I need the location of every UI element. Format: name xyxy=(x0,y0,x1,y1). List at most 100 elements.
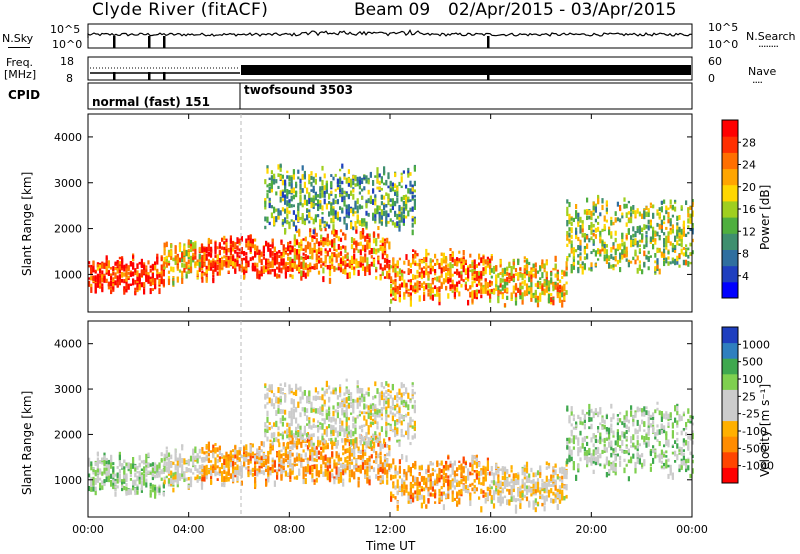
scatter-cell xyxy=(541,289,544,295)
scatter-cell xyxy=(330,212,333,216)
scatter-cell xyxy=(577,217,580,222)
scatter-cell xyxy=(592,201,595,206)
scatter-cell xyxy=(368,455,371,462)
scatter-cell xyxy=(238,238,241,244)
scatter-cell xyxy=(497,483,500,489)
scatter-cell xyxy=(434,269,437,274)
scatter-cell xyxy=(200,272,204,279)
scatter-cell xyxy=(321,165,324,171)
scatter-cell xyxy=(597,194,600,199)
scatter-cell xyxy=(290,177,293,184)
scatter-cell xyxy=(181,464,184,471)
scatter-cell xyxy=(200,267,204,270)
scatter-cell xyxy=(590,236,593,241)
scatter-cell xyxy=(260,460,263,467)
scatter-cell xyxy=(394,474,397,479)
scatter-cell xyxy=(240,471,243,478)
scatter-cell xyxy=(514,273,518,276)
scatter-cell xyxy=(599,212,602,217)
scatter-cell xyxy=(320,250,323,256)
scatter-cell xyxy=(298,468,301,475)
scatter-cell xyxy=(311,251,314,257)
scatter-cell xyxy=(451,470,454,475)
scatter-cell xyxy=(386,463,389,468)
scatter-cell xyxy=(194,249,197,255)
scatter-cell xyxy=(194,476,197,481)
scatter-cell xyxy=(121,278,124,283)
scatter-cell xyxy=(685,233,688,237)
scatter-cell xyxy=(183,257,186,263)
scatter-cell xyxy=(534,262,537,268)
scatter-cell xyxy=(577,212,580,218)
scatter-cell xyxy=(218,445,221,451)
scatter-cell xyxy=(289,250,292,255)
scatter-cell xyxy=(185,477,188,482)
scatter-cell xyxy=(322,440,325,444)
scatter-cell xyxy=(134,480,137,485)
scatter-cell xyxy=(394,295,397,300)
scatter-cell xyxy=(174,449,177,456)
scatter-cell xyxy=(381,467,384,473)
scatter-cell xyxy=(390,495,393,502)
scatter-cell xyxy=(550,301,553,305)
scatter-cell xyxy=(403,271,406,274)
scatter-cell xyxy=(342,232,345,236)
scatter-cell xyxy=(418,271,421,278)
scatter-cell xyxy=(163,479,166,485)
scatter-cell xyxy=(442,465,445,469)
scatter-cell xyxy=(174,479,177,483)
scatter-cell xyxy=(364,248,367,253)
scatter-cell xyxy=(165,454,168,460)
scatter-cell xyxy=(458,280,461,285)
scatter-cell xyxy=(207,458,210,463)
scatter-cell xyxy=(383,252,387,256)
scatter-cell xyxy=(121,258,124,263)
scatter-cell xyxy=(298,456,301,462)
scatter-cell xyxy=(503,477,507,481)
scatter-cell xyxy=(449,255,452,262)
scatter-cell xyxy=(440,282,443,289)
scatter-cell xyxy=(326,465,329,472)
scatter-cell xyxy=(201,477,204,482)
y-tick-label: 3000 xyxy=(54,177,82,190)
scatter-cell xyxy=(280,252,283,258)
scatter-cell xyxy=(359,469,362,473)
scatter-cell xyxy=(339,251,343,254)
scatter-cell xyxy=(99,264,102,271)
scatter-cell xyxy=(453,497,456,501)
scatter-cell xyxy=(685,244,688,247)
scatter-cell xyxy=(323,224,326,227)
scatter-cell xyxy=(162,491,165,497)
scatter-cell xyxy=(480,287,483,295)
scatter-cell xyxy=(114,280,117,286)
scatter-cell xyxy=(682,247,685,250)
scatter-cell xyxy=(449,248,452,252)
scatter-cell xyxy=(225,256,228,262)
scatter-cell xyxy=(630,241,633,245)
scatter-cell xyxy=(388,273,391,280)
scatter-cell xyxy=(245,238,248,243)
scatter-cell xyxy=(295,225,298,232)
scatter-cell xyxy=(260,266,263,270)
scatter-cell xyxy=(192,472,195,475)
scatter-cell xyxy=(319,192,322,199)
scatter-cell xyxy=(467,267,470,273)
scatter-cell xyxy=(277,185,280,190)
scatter-cell xyxy=(425,284,428,290)
scatter-cell xyxy=(96,477,99,483)
scatter-cell xyxy=(378,180,381,186)
scatter-cell xyxy=(377,226,380,231)
scatter-cell xyxy=(416,491,419,496)
scatter-cell xyxy=(380,187,383,191)
scatter-cell xyxy=(383,276,387,279)
scatter-cell xyxy=(319,204,322,210)
scatter-cell xyxy=(243,274,246,280)
scatter-cell xyxy=(306,460,310,465)
scatter-cell xyxy=(388,445,391,449)
scatter-cell xyxy=(249,247,252,253)
scatter-cell xyxy=(392,258,395,264)
scatter-cell xyxy=(438,476,441,483)
scatter-cell xyxy=(125,483,128,487)
scatter-cell xyxy=(425,262,428,267)
scatter-cell xyxy=(627,228,630,234)
